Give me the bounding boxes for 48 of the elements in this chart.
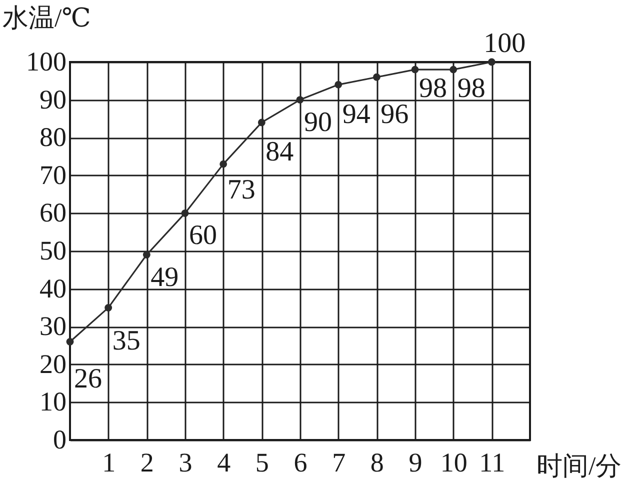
x-tick-label: 8 (370, 448, 384, 478)
y-tick-label: 90 (40, 84, 66, 114)
point (142, 251, 150, 258)
point (220, 160, 228, 168)
x-tick-label: 5 (255, 448, 269, 478)
y-tick-label: 100 (26, 46, 66, 76)
x-tick-label: 3 (178, 448, 192, 478)
point (411, 66, 419, 74)
data-label: 84 (266, 136, 294, 168)
point (296, 96, 304, 104)
x-tick-label: 1 (102, 448, 116, 478)
y-tick-label: 60 (40, 198, 66, 228)
x-tick-label: 9 (408, 448, 422, 478)
data-label: 96 (380, 98, 409, 130)
x-tick-label: 4 (217, 448, 232, 478)
data-label: 35 (112, 326, 140, 357)
point (181, 210, 189, 217)
data-label: 60 (189, 220, 217, 252)
y-axis-title: 水温/℃ (2, 4, 91, 32)
point (488, 58, 496, 66)
x-tick-label: 10 (440, 448, 468, 478)
point (104, 304, 112, 312)
data-label: 73 (227, 174, 256, 206)
point (66, 338, 74, 346)
y-tick-label: 70 (40, 160, 66, 190)
point (334, 80, 342, 88)
point (372, 73, 380, 81)
data-label: 90 (304, 106, 332, 138)
x-axis-title: 时间/分 (536, 452, 621, 480)
x-tick-label: 6 (294, 448, 308, 478)
y-tick-label: 50 (40, 236, 66, 266)
y-tick-label: 20 (40, 348, 66, 379)
point (450, 66, 458, 74)
y-tick-label: 40 (40, 273, 66, 304)
x-tick-label: 11 (479, 448, 506, 478)
x-tick-label: 2 (140, 448, 154, 478)
data-label: 26 (74, 363, 102, 394)
y-tick-label: 0 (53, 424, 66, 454)
data-label: 100 (484, 28, 526, 59)
x-tick-label: 7 (332, 448, 346, 478)
data-label: 98 (457, 72, 486, 104)
y-tick-label: 30 (40, 311, 66, 342)
y-tick-label: 80 (40, 122, 66, 152)
data-label: 49 (150, 262, 179, 293)
y-tick-label: 10 (40, 386, 66, 417)
data-label: 98 (419, 72, 447, 104)
point (258, 118, 266, 126)
data-label: 94 (342, 98, 370, 130)
